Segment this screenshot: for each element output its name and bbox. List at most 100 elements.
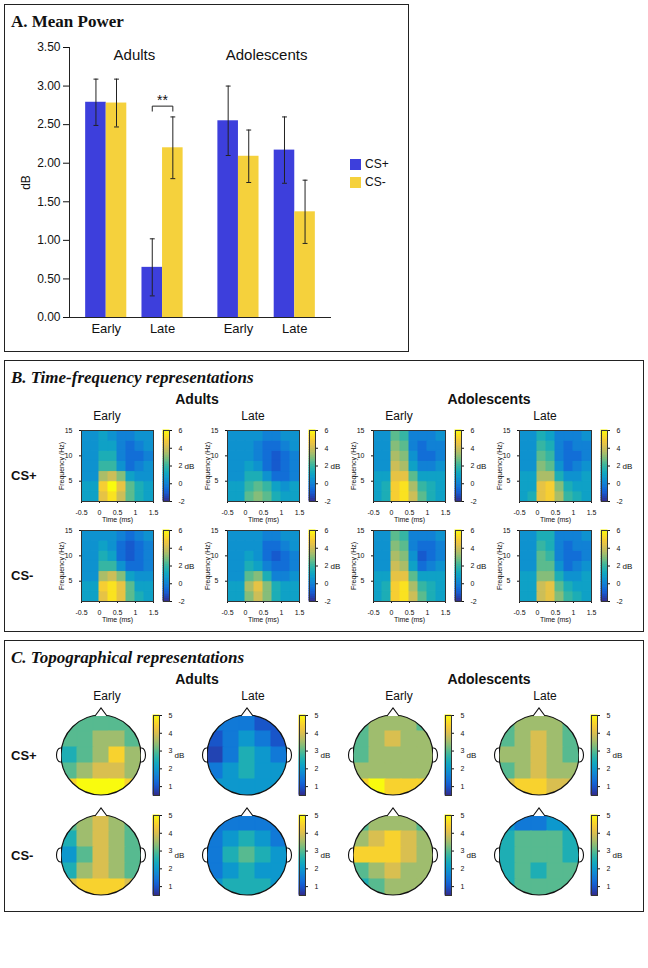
svg-text:15: 15 (503, 527, 511, 534)
svg-text:1: 1 (315, 883, 319, 890)
svg-text:dB: dB (613, 851, 623, 860)
svg-text:10: 10 (65, 552, 73, 559)
svg-text:10: 10 (211, 452, 219, 459)
svg-text:4: 4 (179, 544, 183, 551)
svg-text:Time (ms): Time (ms) (102, 616, 133, 624)
svg-text:dB: dB (477, 462, 487, 471)
svg-text:-0.5: -0.5 (75, 509, 87, 516)
svg-text:2: 2 (607, 765, 611, 772)
svg-text:4: 4 (325, 444, 329, 451)
svg-text:4: 4 (169, 730, 173, 737)
svg-text:5: 5 (461, 812, 465, 819)
svg-text:4: 4 (471, 544, 475, 551)
svg-text:Time (ms): Time (ms) (102, 516, 133, 524)
svg-text:6: 6 (179, 427, 183, 434)
svg-text:1.50: 1.50 (37, 195, 61, 209)
svg-text:4: 4 (461, 730, 465, 737)
svg-text:4: 4 (617, 444, 621, 451)
svg-text:1.00: 1.00 (37, 233, 61, 247)
svg-text:dB: dB (467, 851, 477, 860)
svg-text:-2: -2 (471, 598, 477, 605)
svg-text:5: 5 (507, 577, 511, 584)
svg-text:4: 4 (325, 544, 329, 551)
svg-text:3: 3 (461, 747, 465, 754)
svg-text:Early: Early (91, 321, 121, 336)
svg-text:5: 5 (607, 812, 611, 819)
svg-text:-0.5: -0.5 (221, 509, 233, 516)
svg-text:dB: dB (331, 462, 341, 471)
svg-text:5: 5 (361, 577, 365, 584)
svg-text:Adolescents: Adolescents (226, 46, 308, 63)
svg-text:-0.5: -0.5 (75, 609, 87, 616)
svg-text:-2: -2 (617, 498, 623, 505)
svg-text:0: 0 (179, 480, 183, 487)
svg-text:15: 15 (503, 427, 511, 434)
svg-text:0: 0 (617, 480, 621, 487)
svg-text:1: 1 (134, 509, 138, 516)
svg-text:-0.5: -0.5 (221, 609, 233, 616)
svg-text:2.50: 2.50 (37, 117, 61, 131)
svg-text:Time (ms): Time (ms) (540, 616, 571, 624)
svg-text:dB: dB (477, 562, 487, 571)
svg-text:dB: dB (321, 751, 331, 760)
svg-text:5: 5 (315, 712, 319, 719)
svg-text:0: 0 (471, 580, 475, 587)
svg-text:dB: dB (623, 462, 633, 471)
svg-text:3: 3 (607, 747, 611, 754)
svg-text:3: 3 (169, 747, 173, 754)
svg-text:1: 1 (134, 609, 138, 616)
svg-text:6: 6 (617, 427, 621, 434)
svg-text:-0.5: -0.5 (513, 509, 525, 516)
svg-text:10: 10 (503, 452, 511, 459)
svg-text:5: 5 (69, 477, 73, 484)
svg-text:4: 4 (179, 444, 183, 451)
svg-text:1.5: 1.5 (295, 509, 305, 516)
svg-text:4: 4 (315, 830, 319, 837)
svg-text:5: 5 (69, 577, 73, 584)
svg-text:Frequency (Hz): Frequency (Hz) (204, 542, 212, 590)
svg-text:dB: dB (467, 751, 477, 760)
svg-text:-0.5: -0.5 (513, 609, 525, 616)
svg-text:1: 1 (280, 609, 284, 616)
svg-text:Late: Late (150, 321, 175, 336)
svg-text:-2: -2 (179, 598, 185, 605)
svg-text:Frequency (Hz): Frequency (Hz) (496, 542, 504, 590)
svg-text:1: 1 (572, 609, 576, 616)
svg-text:0: 0 (471, 480, 475, 487)
svg-text:0.00: 0.00 (37, 310, 61, 324)
svg-text:5: 5 (361, 477, 365, 484)
svg-text:1.5: 1.5 (295, 609, 305, 616)
svg-text:dB: dB (331, 562, 341, 571)
svg-text:4: 4 (315, 730, 319, 737)
svg-text:15: 15 (357, 527, 365, 534)
svg-text:-0.5: -0.5 (367, 509, 379, 516)
svg-text:dB: dB (185, 462, 195, 471)
svg-text:6: 6 (179, 527, 183, 534)
svg-text:10: 10 (357, 452, 365, 459)
svg-text:2: 2 (169, 765, 173, 772)
svg-text:Early: Early (224, 321, 254, 336)
svg-text:5: 5 (607, 712, 611, 719)
svg-text:2: 2 (607, 865, 611, 872)
svg-text:Frequency (Hz): Frequency (Hz) (58, 442, 66, 490)
svg-text:4: 4 (607, 730, 611, 737)
svg-text:5: 5 (169, 812, 173, 819)
svg-text:**: ** (157, 92, 168, 108)
svg-text:1: 1 (280, 509, 284, 516)
svg-text:1: 1 (461, 883, 465, 890)
svg-text:2: 2 (179, 462, 183, 469)
svg-text:Time (ms): Time (ms) (394, 516, 425, 524)
svg-text:-2: -2 (471, 498, 477, 505)
svg-text:1: 1 (572, 509, 576, 516)
svg-text:4: 4 (461, 830, 465, 837)
svg-text:5: 5 (215, 577, 219, 584)
svg-text:15: 15 (357, 427, 365, 434)
svg-text:10: 10 (211, 552, 219, 559)
svg-text:6: 6 (325, 427, 329, 434)
svg-text:1.5: 1.5 (587, 609, 597, 616)
svg-text:2: 2 (617, 562, 621, 569)
svg-text:2: 2 (471, 562, 475, 569)
svg-text:-2: -2 (325, 498, 331, 505)
svg-text:Time (ms): Time (ms) (248, 516, 279, 524)
svg-text:1.5: 1.5 (441, 509, 451, 516)
